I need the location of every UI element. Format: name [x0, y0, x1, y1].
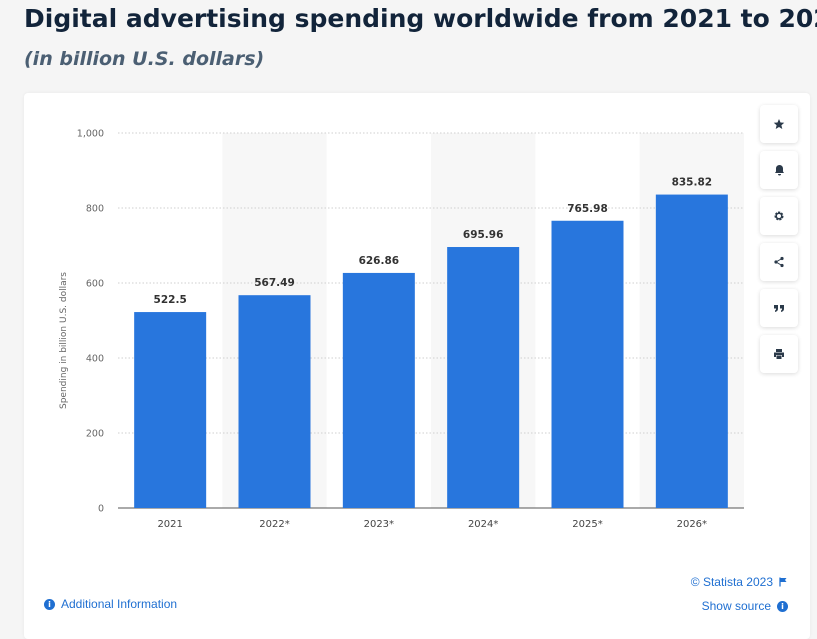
- bar-2026: [655, 194, 728, 508]
- y-tick-label: 600: [86, 279, 104, 290]
- bar-2025: [551, 220, 624, 508]
- bar-value-label: 626.86: [359, 255, 400, 267]
- x-tick-label: 2023*: [364, 519, 394, 530]
- gear-icon: [774, 211, 784, 221]
- bar-value-label: 765.98: [567, 203, 608, 215]
- bar-value-label: 695.96: [463, 229, 504, 241]
- flag-icon: [779, 577, 787, 587]
- bar-2024: [447, 247, 520, 508]
- bar-value-label: 835.82: [672, 177, 713, 189]
- y-tick-label: 400: [86, 354, 104, 365]
- show-source-label: Show source: [701, 599, 771, 613]
- share-button[interactable]: [760, 243, 798, 281]
- print-icon: [774, 349, 784, 359]
- y-tick-label: 0: [98, 504, 104, 515]
- settings-button[interactable]: [760, 197, 798, 235]
- additional-information-link[interactable]: i Additional Information: [44, 597, 177, 611]
- y-tick-label: 200: [86, 429, 104, 440]
- additional-information-label: Additional Information: [61, 597, 178, 611]
- y-axis-title: Spending in billion U.S. dollars: [59, 272, 69, 409]
- x-tick-label: 2021: [157, 519, 182, 530]
- bar-value-label: 522.5: [154, 294, 187, 306]
- x-tick-label: 2024*: [468, 519, 498, 530]
- info-icon: i: [44, 598, 55, 610]
- x-tick-label: 2026*: [677, 519, 707, 530]
- cite-button[interactable]: [760, 289, 798, 327]
- share-icon: [774, 256, 784, 268]
- copyright-notice[interactable]: © Statista 2023: [691, 575, 788, 589]
- show-source-link[interactable]: Show source i: [702, 599, 788, 613]
- bar-chart: 0 200 400 600 800 1,000 Spending in billion U.…: [59, 129, 744, 531]
- page-title: Digital advertising spending worldwide f…: [24, 4, 817, 33]
- bar-2022: [238, 295, 311, 508]
- chart-labels: 0 200 400 600 800 1,000 Spending in billion U.…: [59, 129, 712, 531]
- bar-2021: [134, 312, 207, 508]
- bar-2023: [342, 272, 415, 508]
- x-tick-label: 2022*: [259, 519, 289, 530]
- copyright-label: © Statista 2023: [690, 575, 773, 589]
- page-subtitle: (in billion U.S. dollars): [24, 48, 265, 70]
- chart-gridlines: [118, 132, 744, 509]
- bar-value-label: 567.49: [254, 277, 295, 289]
- print-button[interactable]: [760, 335, 798, 373]
- notification-button[interactable]: [760, 151, 798, 189]
- chart-bars: [134, 194, 728, 508]
- y-tick-label: 1,000: [77, 129, 104, 140]
- bell-icon: [774, 165, 784, 176]
- star-icon: [773, 119, 785, 129]
- x-tick-label: 2025*: [572, 519, 602, 530]
- chart-card: 0 200 400 600 800 1,000 Spending in billion U.…: [24, 93, 810, 639]
- quote-icon: [774, 305, 784, 312]
- favorite-button[interactable]: [760, 105, 798, 143]
- info-icon: i: [777, 600, 788, 612]
- y-tick-label: 800: [86, 204, 104, 215]
- chart-toolbar: [760, 105, 798, 381]
